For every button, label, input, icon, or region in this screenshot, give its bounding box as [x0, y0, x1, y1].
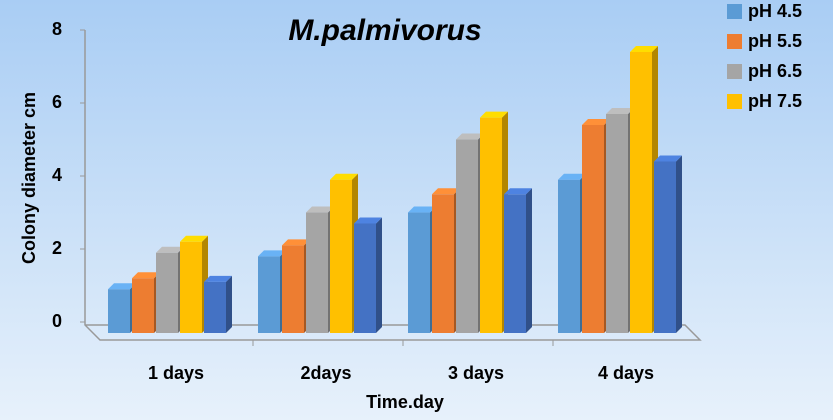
bar-top	[180, 235, 208, 242]
bar-top	[354, 217, 382, 224]
bar-top	[306, 206, 334, 213]
bar-top	[582, 118, 610, 125]
bar	[582, 124, 604, 333]
legend-swatch	[727, 34, 742, 49]
y-tick-label: 2	[52, 238, 62, 258]
bar-top	[408, 206, 436, 213]
bar	[306, 212, 328, 333]
x-tick-label: 1 days	[148, 363, 204, 383]
bar	[408, 212, 430, 333]
bar-top	[654, 155, 682, 162]
bar	[204, 281, 226, 333]
bar	[354, 223, 376, 333]
y-tick-label: 8	[52, 19, 62, 39]
x-tick-label: 2days	[300, 363, 351, 383]
legend-label: pH 4.5	[748, 1, 802, 21]
legend-label: pH 7.5	[748, 91, 802, 111]
bar-side	[676, 155, 682, 333]
bar	[156, 252, 178, 333]
bar-top	[282, 239, 310, 246]
bar	[630, 51, 652, 333]
bar	[282, 245, 304, 333]
bar	[480, 117, 502, 334]
bar-top	[432, 188, 460, 195]
bar	[558, 179, 580, 333]
bar-top	[330, 173, 358, 180]
bar-top	[504, 188, 532, 195]
bar	[330, 179, 352, 333]
legend-label: pH 5.5	[748, 31, 802, 51]
bar	[456, 139, 478, 333]
bar-top	[558, 173, 586, 180]
bar-top	[258, 250, 286, 257]
bar-top	[156, 246, 184, 253]
bar-side	[526, 188, 532, 333]
y-axis-title: Colony diameter cm	[19, 92, 39, 264]
bar	[180, 241, 202, 333]
x-tick-label: 4 days	[598, 363, 654, 383]
bar	[132, 278, 154, 333]
bar-side	[376, 217, 382, 333]
bar	[606, 114, 628, 333]
bar	[108, 289, 130, 333]
bar-top	[108, 283, 136, 290]
bar-top	[456, 133, 484, 140]
x-axis-title: Time.day	[366, 392, 444, 412]
bar	[258, 256, 280, 333]
y-tick-label: 0	[52, 311, 62, 331]
legend-swatch	[727, 94, 742, 109]
bar-top	[204, 275, 232, 282]
bar	[504, 194, 526, 333]
chart-title: M.palmivorus	[288, 14, 481, 47]
legend-swatch	[727, 4, 742, 19]
legend-swatch	[727, 64, 742, 79]
x-tick-label: 3 days	[448, 363, 504, 383]
bar	[432, 194, 454, 333]
bar-side	[226, 275, 232, 333]
bar-top	[132, 272, 160, 279]
bar-top	[630, 45, 658, 52]
bar	[654, 161, 676, 333]
bar-top	[480, 111, 508, 118]
bar-top	[606, 108, 634, 114]
y-tick-label: 6	[52, 92, 62, 112]
y-tick-label: 4	[52, 165, 62, 185]
legend-label: pH 6.5	[748, 61, 802, 81]
